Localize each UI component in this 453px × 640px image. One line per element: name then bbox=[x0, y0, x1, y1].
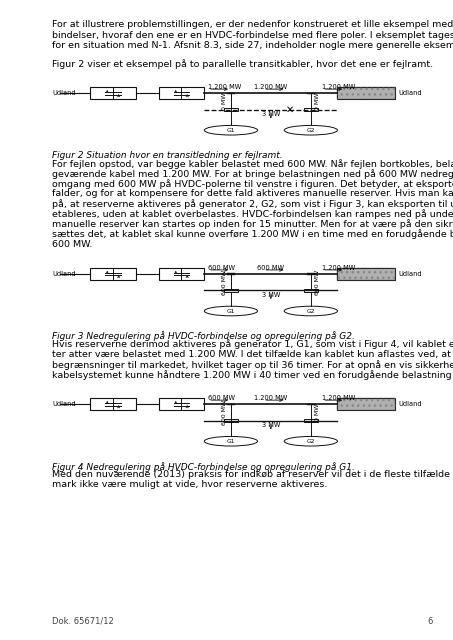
Bar bbox=[304, 289, 318, 292]
Bar bbox=[159, 87, 204, 99]
Text: Figur 3 Nedregulering på HVDC-forbindelse og opregulering på G2.: Figur 3 Nedregulering på HVDC-forbindels… bbox=[52, 332, 355, 341]
Text: Figur 2 Situation hvor en transitledning er fejlramt.: Figur 2 Situation hvor en transitledning… bbox=[52, 150, 283, 160]
Text: G2: G2 bbox=[307, 128, 315, 132]
Bar bbox=[159, 398, 204, 410]
Text: mark ikke være muligt at vide, hvor reserverne aktiveres.: mark ikke være muligt at vide, hvor rese… bbox=[52, 480, 328, 489]
Text: G2: G2 bbox=[307, 439, 315, 444]
Text: Med den nuværende (2013) praksis for indkøb af reserver vil det i de fleste tilf: Med den nuværende (2013) praksis for ind… bbox=[52, 470, 453, 479]
Text: 600 MW: 600 MW bbox=[257, 265, 284, 271]
Bar bbox=[337, 268, 395, 280]
Text: på, at reserverne aktiveres på generator 2, G2, som vist i Figur 3, kan eksporte: på, at reserverne aktiveres på generator… bbox=[52, 199, 453, 209]
Text: 3 MW: 3 MW bbox=[262, 111, 280, 117]
Bar bbox=[337, 87, 395, 99]
Bar bbox=[307, 273, 315, 275]
Text: Figur 2 viser et eksempel på to parallelle transitkabler, hvor det ene er fejlra: Figur 2 viser et eksempel på to parallel… bbox=[52, 59, 433, 68]
Bar bbox=[227, 93, 235, 94]
Text: begrænsninger til markedet, hvilket tager op til 36 timer. For at opnå en vis si: begrænsninger til markedet, hvilket tage… bbox=[52, 360, 453, 370]
Text: 0 MW: 0 MW bbox=[222, 93, 227, 110]
Text: 1.200 MW: 1.200 MW bbox=[322, 84, 356, 90]
Text: 600 MW.: 600 MW. bbox=[52, 240, 92, 249]
Text: for en situation med N-1. Afsnit 8.3, side 27, indeholder nogle mere generelle e: for en situation med N-1. Afsnit 8.3, si… bbox=[52, 41, 453, 50]
Bar bbox=[337, 398, 395, 410]
Text: omgang med 600 MW på HVDC-polerne til venstre i figuren. Det betyder, at eksport: omgang med 600 MW på HVDC-polerne til ve… bbox=[52, 179, 453, 189]
Bar bbox=[224, 109, 237, 111]
Text: 600 MW: 600 MW bbox=[208, 396, 235, 401]
Text: kabelsystemet kunne håndtere 1.200 MW i 40 timer ved en forudgående belastning p: kabelsystemet kunne håndtere 1.200 MW i … bbox=[52, 370, 453, 380]
Text: bindelser, hvoraf den ene er en HVDC-forbindelse med flere poler. I eksemplet ta: bindelser, hvoraf den ene er en HVDC-for… bbox=[52, 31, 453, 40]
Text: 0 MW: 0 MW bbox=[315, 404, 320, 421]
Text: For at illustrere problemstillingen, er der nedenfor konstrueret et lille eksemp: For at illustrere problemstillingen, er … bbox=[52, 20, 453, 29]
Bar bbox=[304, 419, 318, 422]
Text: 1.200 MW: 1.200 MW bbox=[254, 84, 288, 90]
Bar bbox=[224, 419, 237, 422]
Text: 600 MW: 600 MW bbox=[315, 269, 320, 295]
Text: ✕: ✕ bbox=[286, 105, 294, 115]
Text: G1: G1 bbox=[226, 308, 235, 314]
Bar bbox=[337, 398, 395, 410]
Text: ter atter være belastet med 1.200 MW. I det tilfælde kan kablet kun aflastes ved: ter atter være belastet med 1.200 MW. I … bbox=[52, 349, 453, 358]
Bar bbox=[159, 268, 204, 280]
Text: 1.200 MW: 1.200 MW bbox=[208, 84, 241, 90]
Text: sættes det, at kablet skal kunne overføre 1.200 MW i en time med en forudgående : sættes det, at kablet skal kunne overfør… bbox=[52, 230, 453, 239]
Text: Udland: Udland bbox=[52, 401, 76, 407]
Text: falder, og for at kompensere for dette fald aktiveres manuelle reserver. Hvis ma: falder, og for at kompensere for dette f… bbox=[52, 189, 453, 198]
Text: geværende kabel med 1.200 MW. For at bringe belastningen ned på 600 MW nedregule: geværende kabel med 1.200 MW. For at bri… bbox=[52, 169, 453, 179]
Bar bbox=[224, 289, 237, 292]
Text: G1: G1 bbox=[226, 128, 235, 132]
Text: G2: G2 bbox=[307, 308, 315, 314]
Bar bbox=[90, 398, 136, 410]
Text: 6: 6 bbox=[427, 617, 433, 626]
Text: Udland: Udland bbox=[398, 271, 422, 277]
Text: 1.200 MW: 1.200 MW bbox=[322, 396, 356, 401]
Text: 600 MW: 600 MW bbox=[208, 265, 235, 271]
Bar bbox=[227, 273, 235, 275]
Text: 1.200 MW: 1.200 MW bbox=[254, 396, 288, 401]
Text: manuelle reserver kan startes op inden for 15 minutter. Men for at være på den s: manuelle reserver kan startes op inden f… bbox=[52, 220, 453, 229]
Text: For fejlen opstod, var begge kabler belastet med 600 MW. Når fejlen bortkobles, : For fejlen opstod, var begge kabler bela… bbox=[52, 159, 453, 169]
Text: Udland: Udland bbox=[398, 90, 422, 96]
Text: 3 MW: 3 MW bbox=[262, 422, 280, 428]
Text: 3 MW: 3 MW bbox=[262, 292, 280, 298]
Text: Figur 4 Nedregulering på HVDC-forbindelse og opregulering på G1.: Figur 4 Nedregulering på HVDC-forbindels… bbox=[52, 461, 355, 472]
Text: Udland: Udland bbox=[398, 401, 422, 407]
Bar bbox=[337, 268, 395, 280]
Bar bbox=[227, 404, 235, 405]
Bar bbox=[307, 404, 315, 405]
Text: Hvis reserverne derimod aktiveres på generator 1, G1, som vist i Figur 4, vil ka: Hvis reserverne derimod aktiveres på gen… bbox=[52, 340, 453, 349]
Text: Udland: Udland bbox=[52, 90, 76, 96]
Text: 1.200 MW: 1.200 MW bbox=[322, 265, 356, 271]
Bar bbox=[90, 268, 136, 280]
Bar bbox=[337, 87, 395, 99]
Bar bbox=[307, 93, 315, 94]
Text: G1: G1 bbox=[226, 439, 235, 444]
Text: etableres, uden at kablet overbelastes. HVDC-forbindelsen kan rampes ned på unde: etableres, uden at kablet overbelastes. … bbox=[52, 209, 453, 220]
Bar bbox=[304, 109, 318, 111]
Text: 600 MW: 600 MW bbox=[222, 400, 227, 425]
Text: 0 MW: 0 MW bbox=[315, 93, 320, 110]
Text: Dok. 65671/12: Dok. 65671/12 bbox=[52, 617, 114, 626]
Text: Udland: Udland bbox=[52, 271, 76, 277]
Bar bbox=[90, 87, 136, 99]
Text: 600 MW: 600 MW bbox=[222, 269, 227, 295]
